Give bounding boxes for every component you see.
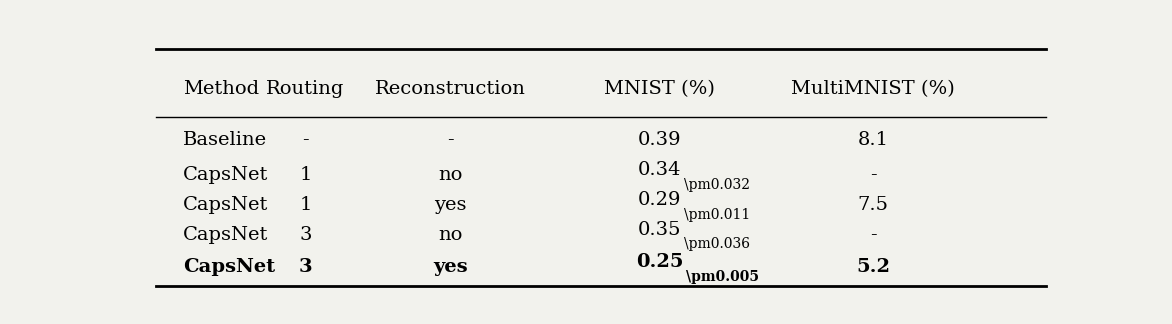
Text: 1: 1: [299, 166, 312, 184]
Text: no: no: [438, 226, 463, 244]
Text: Routing: Routing: [266, 80, 345, 98]
Text: 0.29: 0.29: [638, 191, 681, 209]
Text: 1: 1: [299, 196, 312, 214]
Text: MultiMNIST (%): MultiMNIST (%): [791, 80, 955, 98]
Text: -: -: [302, 131, 308, 149]
Text: 0.34: 0.34: [638, 161, 681, 179]
Text: MNIST (%): MNIST (%): [605, 80, 715, 98]
Text: \pm0.011: \pm0.011: [684, 207, 750, 222]
Text: 7.5: 7.5: [858, 196, 888, 214]
Text: -: -: [448, 131, 454, 149]
Text: \pm0.032: \pm0.032: [684, 178, 750, 191]
Text: 3: 3: [299, 226, 312, 244]
Text: 3: 3: [299, 258, 312, 276]
Text: 0.35: 0.35: [638, 221, 681, 239]
Text: no: no: [438, 166, 463, 184]
Text: 0.25: 0.25: [636, 253, 683, 271]
Text: CapsNet: CapsNet: [183, 258, 275, 276]
Text: 8.1: 8.1: [858, 131, 888, 149]
Text: Method: Method: [183, 80, 259, 98]
Text: yes: yes: [434, 258, 468, 276]
Text: \pm0.036: \pm0.036: [684, 237, 750, 251]
Text: \pm0.005: \pm0.005: [686, 270, 759, 284]
Text: 5.2: 5.2: [856, 258, 891, 276]
Text: yes: yes: [435, 196, 466, 214]
Text: Baseline: Baseline: [183, 131, 267, 149]
Text: 0.39: 0.39: [638, 131, 681, 149]
Text: -: -: [870, 166, 877, 184]
Text: Reconstruction: Reconstruction: [375, 80, 526, 98]
Text: CapsNet: CapsNet: [183, 226, 268, 244]
Text: CapsNet: CapsNet: [183, 166, 268, 184]
Text: CapsNet: CapsNet: [183, 196, 268, 214]
Text: -: -: [870, 226, 877, 244]
